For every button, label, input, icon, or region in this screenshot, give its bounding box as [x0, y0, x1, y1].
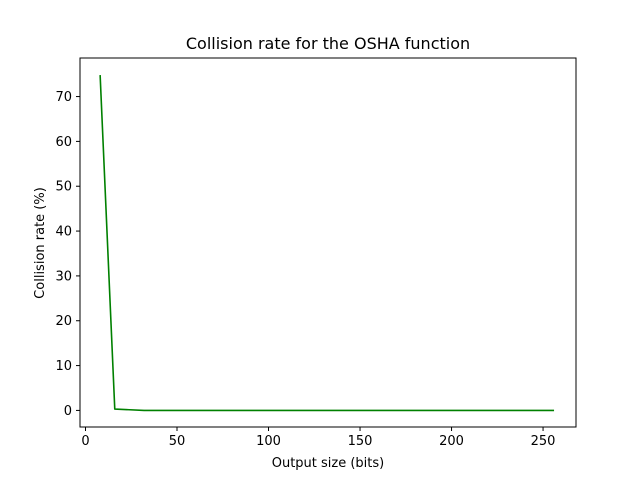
x-tick-label: 50 — [169, 434, 186, 449]
y-tick-label: 30 — [55, 269, 72, 284]
y-axis: 0 10 20 30 40 50 60 70 — [55, 90, 80, 419]
x-tick-label: 100 — [256, 434, 281, 449]
x-axis-label: Output size (bits) — [272, 456, 385, 471]
chart-title: Collision rate for the OSHA function — [186, 34, 470, 53]
series-layer — [99, 75, 555, 412]
y-tick-label: 10 — [55, 359, 72, 374]
y-tick-label: 50 — [55, 180, 72, 195]
y-tick-label: 40 — [55, 225, 72, 240]
y-tick-label: 0 — [64, 404, 72, 419]
x-tick-label: 150 — [348, 434, 373, 449]
series-line — [99, 75, 555, 412]
y-tick-label: 60 — [55, 135, 72, 150]
y-axis-label: Collision rate (%) — [33, 187, 48, 299]
x-tick-label: 200 — [439, 434, 464, 449]
y-tick-label: 70 — [55, 90, 72, 105]
y-tick-label: 20 — [55, 314, 72, 329]
x-tick-label: 0 — [81, 434, 89, 449]
x-tick-label: 250 — [531, 434, 556, 449]
plot-frame — [79, 57, 577, 428]
x-axis: 0 50 100 150 200 250 — [81, 427, 555, 449]
